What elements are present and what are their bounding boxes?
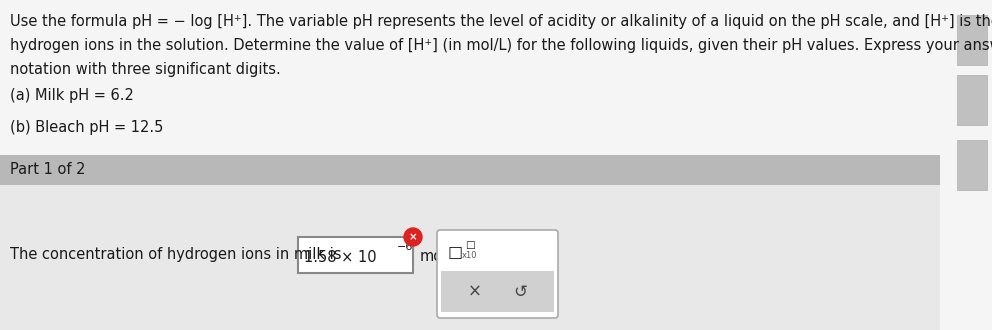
FancyBboxPatch shape	[957, 15, 987, 65]
Text: hydrogen ions in the solution. Determine the value of [H⁺] (in mol/L) for the fo: hydrogen ions in the solution. Determine…	[10, 38, 992, 53]
FancyBboxPatch shape	[0, 185, 940, 330]
Text: Use the formula pH = − log [H⁺]. The variable pH represents the level of acidity: Use the formula pH = − log [H⁺]. The var…	[10, 14, 992, 29]
Text: 1.58 × 10: 1.58 × 10	[304, 249, 377, 265]
FancyBboxPatch shape	[957, 140, 987, 190]
Text: ×: ×	[409, 232, 418, 242]
Text: x10: x10	[462, 250, 477, 259]
Text: mol/L.: mol/L.	[420, 249, 465, 265]
FancyBboxPatch shape	[437, 230, 558, 318]
Circle shape	[404, 228, 422, 246]
FancyBboxPatch shape	[298, 237, 413, 273]
Text: −6: −6	[397, 242, 414, 252]
Text: The concentration of hydrogen ions in milk is: The concentration of hydrogen ions in mi…	[10, 248, 341, 262]
Text: (a) Milk pH = 6.2: (a) Milk pH = 6.2	[10, 88, 134, 103]
FancyBboxPatch shape	[0, 0, 992, 195]
FancyBboxPatch shape	[441, 271, 554, 312]
Text: ↺: ↺	[514, 282, 528, 301]
Text: ×: ×	[467, 282, 481, 301]
FancyBboxPatch shape	[957, 75, 987, 125]
Text: □: □	[465, 240, 475, 250]
Text: notation with three significant digits.: notation with three significant digits.	[10, 62, 281, 77]
FancyBboxPatch shape	[0, 155, 940, 185]
Text: □: □	[448, 245, 463, 259]
Text: Part 1 of 2: Part 1 of 2	[10, 162, 85, 178]
Text: (b) Bleach pH = 12.5: (b) Bleach pH = 12.5	[10, 120, 164, 135]
